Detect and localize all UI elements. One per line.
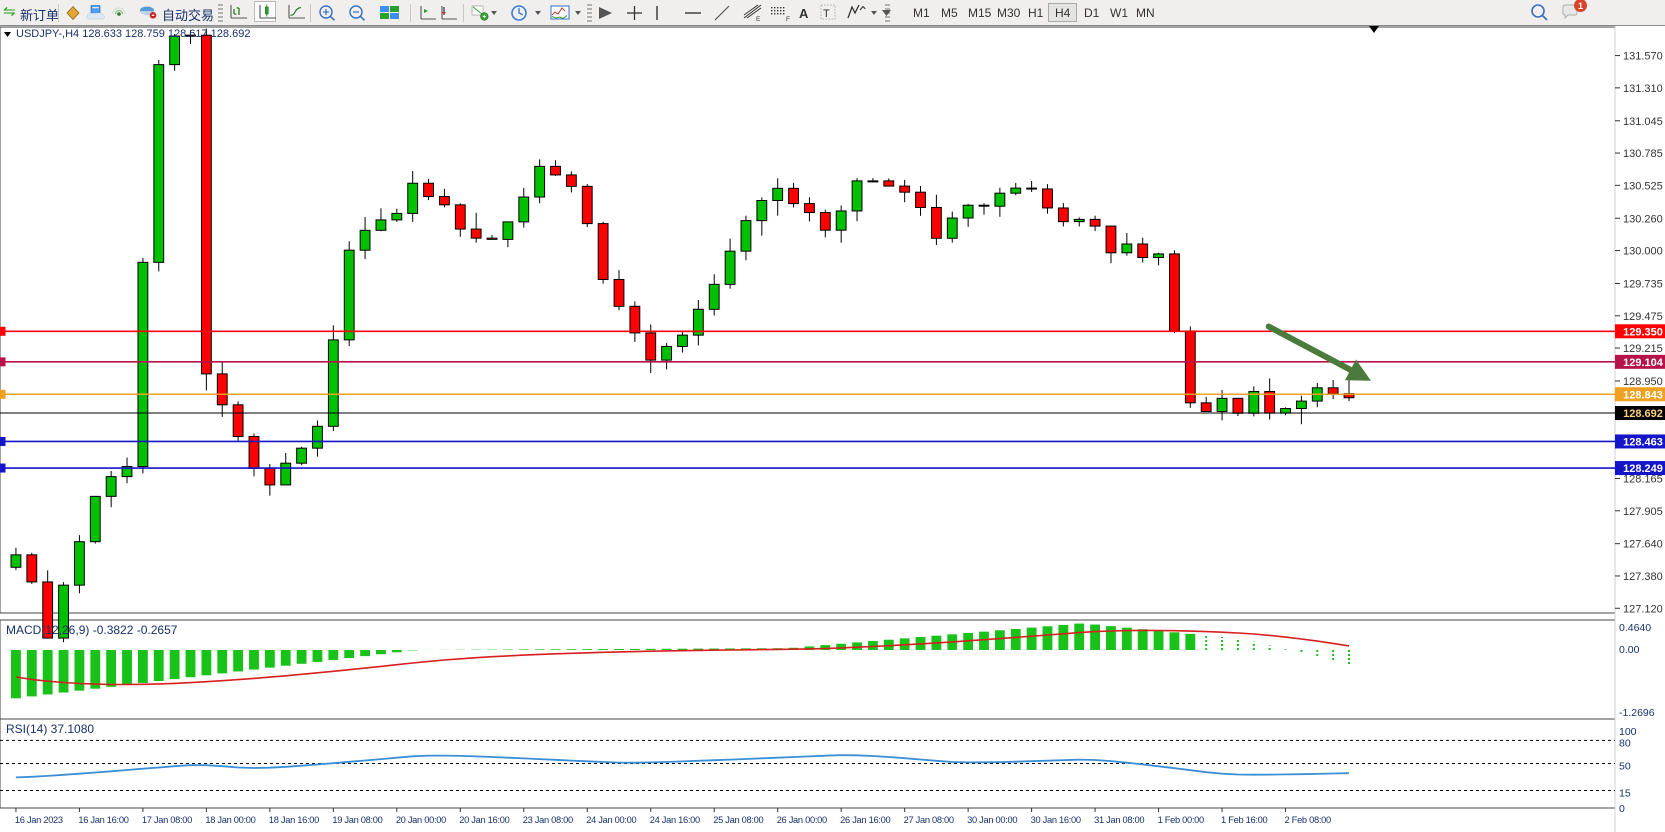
svg-text:131.570: 131.570	[1623, 51, 1663, 63]
svg-text:F: F	[786, 16, 790, 22]
svg-text:127.905: 127.905	[1623, 506, 1663, 518]
svg-text:16 Jan 2023: 16 Jan 2023	[15, 815, 63, 825]
svg-text:A: A	[799, 6, 809, 21]
svg-text:127.380: 127.380	[1623, 571, 1663, 583]
svg-text:130.260: 130.260	[1623, 213, 1663, 225]
svg-text:26 Jan 00:00: 26 Jan 00:00	[777, 815, 827, 825]
svg-text:1 Feb 00:00: 1 Feb 00:00	[1158, 815, 1204, 825]
svg-text:128.249: 128.249	[1623, 463, 1663, 475]
svg-text:-1.2696: -1.2696	[1619, 707, 1655, 719]
svg-text:129.215: 129.215	[1623, 343, 1663, 355]
svg-text:127.120: 127.120	[1623, 603, 1663, 615]
svg-text:131.045: 131.045	[1623, 116, 1663, 128]
svg-text:1 Feb 16:00: 1 Feb 16:00	[1221, 815, 1267, 825]
svg-text:0.4640: 0.4640	[1619, 622, 1651, 634]
svg-text:0: 0	[1619, 803, 1625, 815]
svg-text:15: 15	[1619, 787, 1631, 799]
svg-text:23 Jan 08:00: 23 Jan 08:00	[523, 815, 573, 825]
svg-text:130.525: 130.525	[1623, 180, 1663, 192]
svg-text:27 Jan 08:00: 27 Jan 08:00	[904, 815, 954, 825]
svg-text:128.463: 128.463	[1623, 436, 1663, 448]
svg-text:128.843: 128.843	[1623, 389, 1663, 401]
svg-text:E: E	[756, 16, 761, 22]
svg-text:MACD(12,26,9) -0.3822 -0.2657: MACD(12,26,9) -0.3822 -0.2657	[6, 623, 178, 637]
svg-text:17 Jan 08:00: 17 Jan 08:00	[142, 815, 192, 825]
svg-text:130.000: 130.000	[1623, 246, 1663, 258]
svg-text:0.00: 0.00	[1619, 644, 1640, 656]
svg-text:130.785: 130.785	[1623, 148, 1663, 160]
svg-text:129.350: 129.350	[1623, 326, 1663, 338]
svg-text:128.692: 128.692	[1623, 408, 1663, 420]
svg-text:30 Jan 00:00: 30 Jan 00:00	[967, 815, 1017, 825]
svg-text:128.165: 128.165	[1623, 473, 1663, 485]
svg-text:RSI(14) 37.1080: RSI(14) 37.1080	[6, 722, 94, 736]
svg-text:129.475: 129.475	[1623, 311, 1663, 323]
svg-text:18 Jan 00:00: 18 Jan 00:00	[205, 815, 255, 825]
svg-text:127.640: 127.640	[1623, 539, 1663, 551]
svg-text:20 Jan 00:00: 20 Jan 00:00	[396, 815, 446, 825]
svg-text:20 Jan 16:00: 20 Jan 16:00	[459, 815, 509, 825]
svg-text:128.950: 128.950	[1623, 376, 1663, 388]
svg-text:24 Jan 16:00: 24 Jan 16:00	[650, 815, 700, 825]
svg-text:24 Jan 00:00: 24 Jan 00:00	[586, 815, 636, 825]
svg-text:31 Jan 08:00: 31 Jan 08:00	[1094, 815, 1144, 825]
svg-text:30 Jan 16:00: 30 Jan 16:00	[1031, 815, 1081, 825]
svg-text:50: 50	[1619, 761, 1631, 773]
svg-text:131.310: 131.310	[1623, 83, 1663, 95]
svg-text:16 Jan 16:00: 16 Jan 16:00	[78, 815, 128, 825]
svg-text:25 Jan 08:00: 25 Jan 08:00	[713, 815, 763, 825]
svg-text:100: 100	[1619, 726, 1637, 738]
svg-text:18 Jan 16:00: 18 Jan 16:00	[269, 815, 319, 825]
svg-text:USDJPY-,H4 128.633 128.759 12: USDJPY-,H4 128.633 128.759 128.617 128.6…	[16, 28, 250, 40]
svg-text:129.735: 129.735	[1623, 278, 1663, 290]
svg-text:80: 80	[1619, 737, 1631, 749]
svg-text:2 Feb 08:00: 2 Feb 08:00	[1285, 815, 1331, 825]
svg-text:19 Jan 08:00: 19 Jan 08:00	[332, 815, 382, 825]
svg-text:129.104: 129.104	[1623, 357, 1664, 369]
svg-text:T: T	[823, 8, 830, 20]
svg-text:26 Jan 16:00: 26 Jan 16:00	[840, 815, 890, 825]
